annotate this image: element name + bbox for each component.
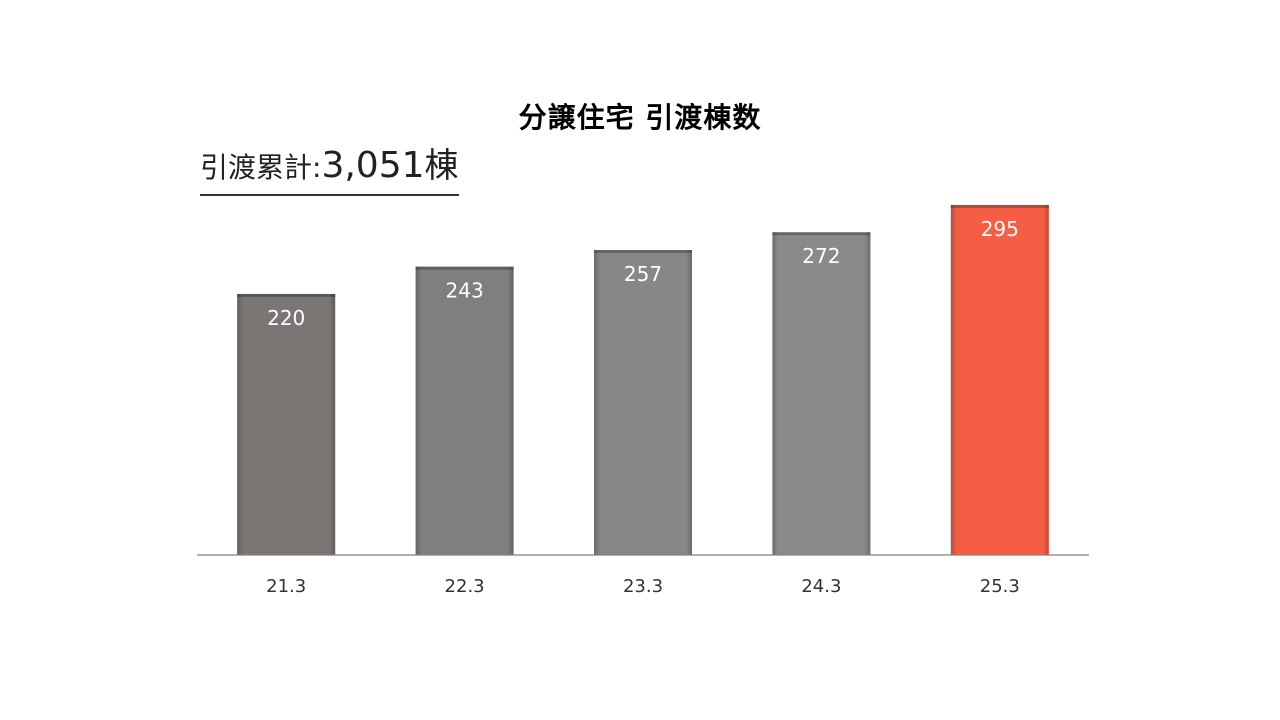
bar-23.3 [594, 250, 692, 555]
cumulative-deliveries: 引渡累計:3,051棟 [200, 146, 459, 196]
bar-shade [950, 204, 1049, 555]
x-tick-label-22.3: 22.3 [445, 576, 485, 597]
data-label-21.3: 220 [267, 306, 305, 330]
data-label-24.3: 272 [802, 244, 840, 268]
x-tick-label-23.3: 23.3 [623, 576, 663, 597]
x-tick-label-25.3: 25.3 [980, 576, 1020, 597]
cumulative-label: 引渡累計: [200, 151, 322, 184]
bar-top-edge [594, 250, 692, 254]
x-tick-label-24.3: 24.3 [801, 576, 841, 597]
bar-shade [415, 266, 514, 555]
bar-top-edge [772, 232, 871, 236]
data-label-23.3: 257 [624, 262, 662, 286]
bar-shade [772, 232, 871, 555]
bar-top-edge [237, 293, 336, 297]
bar-shade [237, 293, 336, 555]
cumulative-unit: 棟 [424, 146, 459, 186]
bar-top-edge [415, 266, 514, 270]
bar-25.3 [950, 204, 1049, 555]
bar-shade [594, 250, 692, 555]
data-label-25.3: 295 [981, 217, 1019, 241]
bar-22.3 [415, 266, 514, 555]
bar-top-edge [950, 204, 1049, 208]
labels-layer: 220 21.3 243 22.3 257 23.3 272 24.3 295 25.3 [266, 217, 1020, 597]
bar-21.3 [237, 293, 336, 555]
x-tick-label-21.3: 21.3 [266, 576, 306, 597]
bars-layer [237, 204, 1049, 555]
data-label-22.3: 243 [446, 279, 484, 303]
bar-24.3 [772, 232, 871, 555]
chart-title: 分譲住宅 引渡棟数 [518, 101, 762, 134]
cumulative-value: 3,051 [321, 145, 425, 186]
